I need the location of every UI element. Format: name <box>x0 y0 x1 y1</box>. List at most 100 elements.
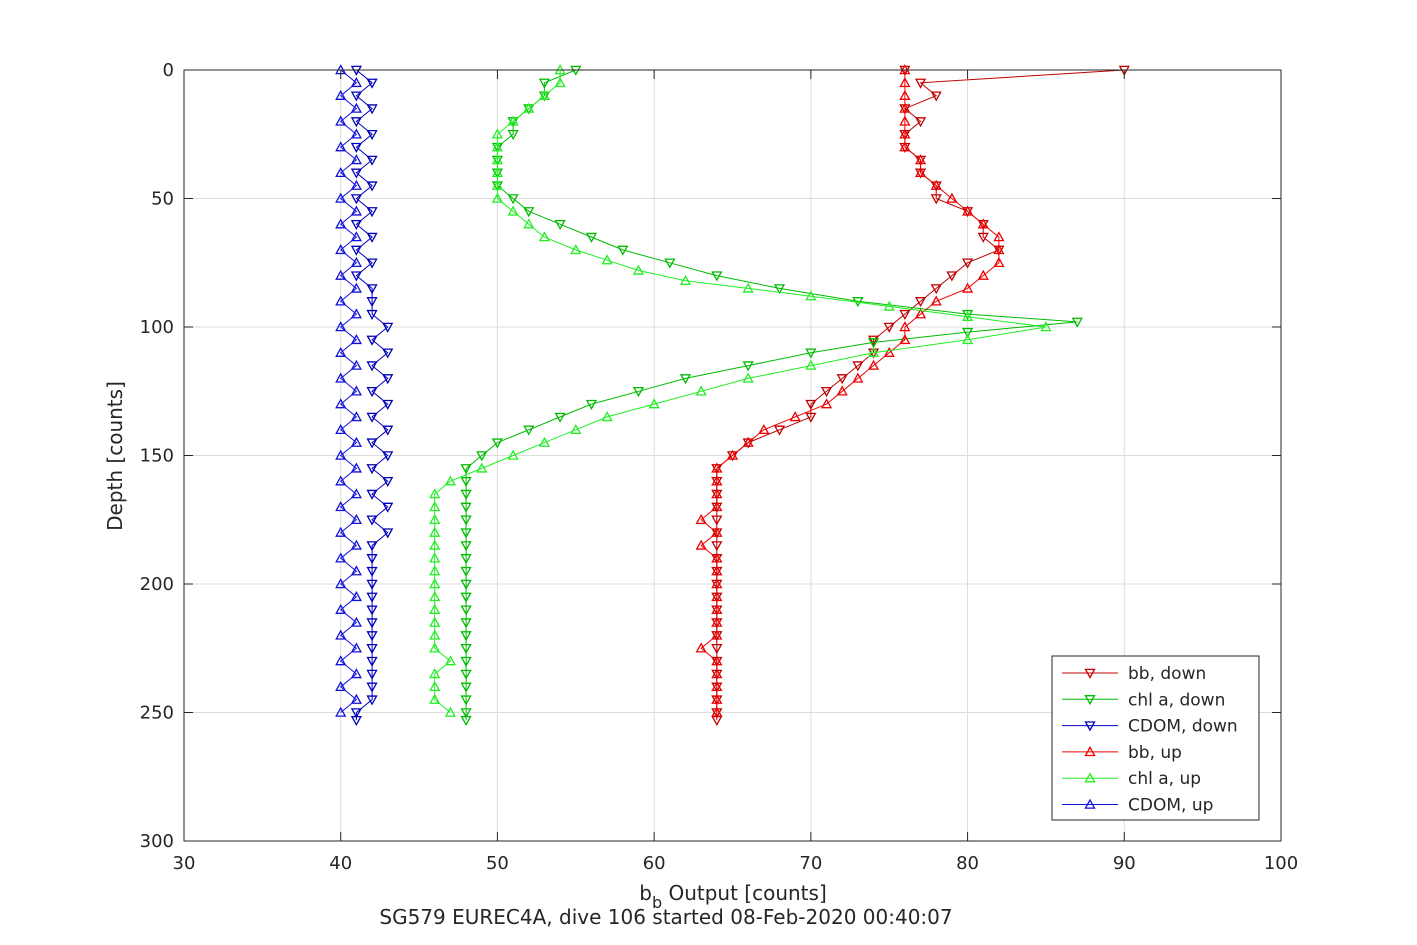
data-point-marker <box>930 295 942 306</box>
data-point-marker <box>961 327 974 338</box>
x-axis-label: bb Output [counts] <box>639 881 827 912</box>
data-point-marker <box>883 300 895 311</box>
data-point-marker <box>914 166 927 178</box>
data-point-marker <box>444 706 457 717</box>
data-point-marker <box>366 618 378 629</box>
data-point-marker <box>366 78 378 89</box>
data-point-marker <box>366 387 378 398</box>
data-point-marker <box>742 372 754 383</box>
legend-entry: chl a, up <box>1062 769 1201 789</box>
y-tick-label: 150 <box>140 446 174 467</box>
data-point-marker <box>930 179 942 190</box>
data-point-marker <box>758 423 770 435</box>
data-point-marker <box>711 655 723 666</box>
data-point-marker <box>366 605 378 616</box>
data-point-marker <box>335 372 347 383</box>
data-point-marker <box>460 554 472 565</box>
data-point-marker <box>961 205 974 216</box>
data-point-marker <box>382 322 394 333</box>
data-point-marker <box>335 115 347 126</box>
data-point-marker <box>711 462 723 473</box>
legend-label: chl a, up <box>1128 769 1201 789</box>
data-point-marker <box>429 591 441 602</box>
data-point-marker <box>366 554 378 565</box>
data-point-marker <box>350 194 362 205</box>
data-point-marker <box>899 102 911 113</box>
data-point-marker <box>366 644 378 655</box>
data-point-marker <box>429 565 441 576</box>
data-point-marker <box>773 284 786 295</box>
legend-label: chl a, down <box>1128 690 1225 710</box>
data-point-marker <box>382 451 394 462</box>
data-point-marker <box>350 693 362 704</box>
data-point-marker <box>977 269 989 280</box>
data-point-marker <box>491 154 504 165</box>
data-point-marker <box>1040 321 1052 332</box>
data-point-marker <box>350 231 362 242</box>
data-point-marker <box>335 629 347 640</box>
data-point-marker <box>350 591 362 602</box>
data-point-marker <box>867 335 880 346</box>
data-point-marker <box>366 335 378 346</box>
data-point-marker <box>366 130 378 141</box>
data-point-marker <box>366 361 378 372</box>
y-tick-labels: 0 50 100 150 200 250 300 <box>140 60 174 852</box>
data-point-marker <box>805 359 817 370</box>
data-point-marker <box>350 385 362 396</box>
data-point-marker <box>491 192 504 203</box>
data-point-marker <box>711 578 723 589</box>
data-point-marker <box>805 399 817 410</box>
data-point-marker <box>350 128 362 139</box>
data-point-marker <box>711 591 723 602</box>
data-point-marker <box>460 682 472 693</box>
data-point-marker <box>366 631 378 642</box>
data-point-marker <box>429 539 441 550</box>
data-point-marker <box>570 423 582 435</box>
data-point-marker <box>977 232 989 243</box>
data-point-marker <box>335 218 347 229</box>
data-point-marker <box>366 412 378 423</box>
data-point-marker <box>460 631 472 642</box>
data-point-marker <box>366 695 378 706</box>
data-point-marker <box>601 254 613 265</box>
legend-marker <box>1084 695 1096 706</box>
x-tick-label: 30 <box>173 853 196 874</box>
data-point-marker <box>914 154 927 165</box>
data-point-marker <box>711 616 723 627</box>
data-point-marker <box>460 566 472 577</box>
data-point-marker <box>711 271 723 282</box>
data-point-marker <box>946 271 958 282</box>
data-point-marker <box>930 91 942 102</box>
data-point-marker <box>366 181 378 192</box>
figure-subtitle: SG579 EUREC4A, dive 106 started 08-Feb-2… <box>379 905 952 929</box>
data-point-marker <box>350 102 362 113</box>
data-point-marker <box>648 398 660 409</box>
data-point-marker <box>460 579 472 590</box>
data-point-marker <box>335 501 347 512</box>
data-point-marker <box>491 141 504 152</box>
data-point-marker <box>805 290 817 301</box>
y-tick-label: 0 <box>163 60 174 81</box>
data-point-marker <box>366 155 378 166</box>
data-point-marker <box>366 207 378 218</box>
data-point-marker <box>366 592 378 603</box>
data-point-marker <box>570 244 582 255</box>
legend: bb, down chl a, down CDOM, down bb, up chl a… <box>1051 655 1260 821</box>
data-point-marker <box>554 412 566 423</box>
data-point-marker <box>335 475 347 486</box>
data-point-marker <box>836 385 848 396</box>
data-point-marker <box>899 334 911 345</box>
data-point-marker <box>350 91 362 102</box>
data-point-marker <box>350 308 362 319</box>
legend-marker <box>1084 668 1096 679</box>
data-point-marker <box>899 115 911 126</box>
y-tick-label: 50 <box>151 189 174 210</box>
data-point-marker <box>429 578 441 589</box>
data-point-marker <box>382 374 394 385</box>
data-point-marker <box>961 334 974 345</box>
data-point-marker <box>507 194 519 205</box>
data-point-marker <box>507 130 519 141</box>
data-point-marker <box>930 194 942 205</box>
data-point-marker <box>350 271 362 282</box>
